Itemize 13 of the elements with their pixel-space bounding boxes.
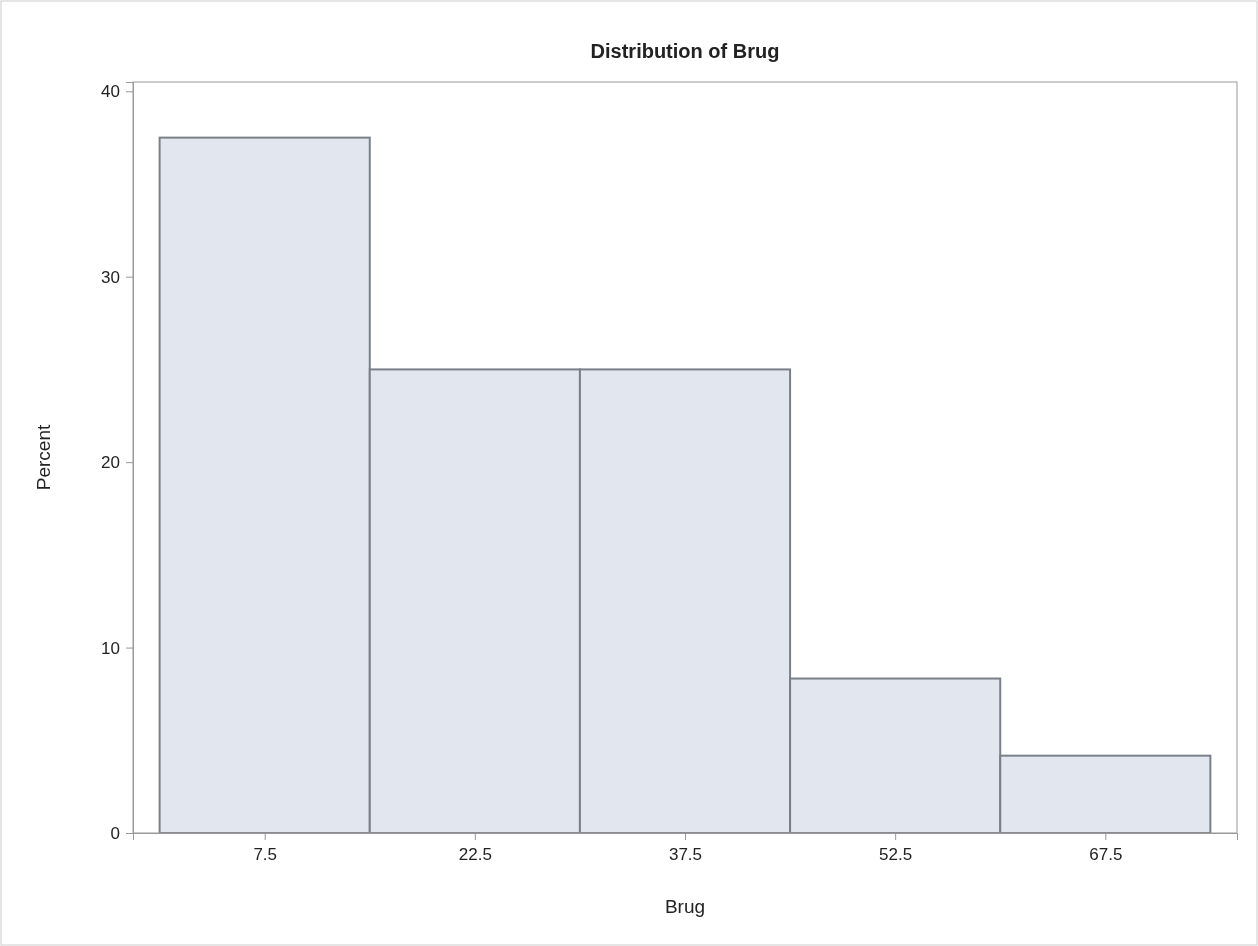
y-axis-title: Percent — [33, 424, 54, 491]
x-tick-label: 37.5 — [668, 845, 703, 865]
y-tick-label: 30 — [101, 267, 120, 287]
y-tick-label: 10 — [101, 638, 120, 658]
x-tick-label: 67.5 — [1089, 845, 1123, 865]
x-tick-label: 52.5 — [879, 845, 913, 865]
x-tick-label: 22.5 — [458, 845, 492, 865]
y-tick-label: 0 — [110, 823, 120, 843]
x-tick-label: 7.5 — [253, 845, 278, 865]
y-tick-label: 20 — [101, 453, 120, 473]
x-axis-title: Brug — [664, 896, 706, 917]
chart-title: Distribution of Brug — [590, 40, 780, 62]
y-tick-label: 40 — [101, 82, 120, 102]
